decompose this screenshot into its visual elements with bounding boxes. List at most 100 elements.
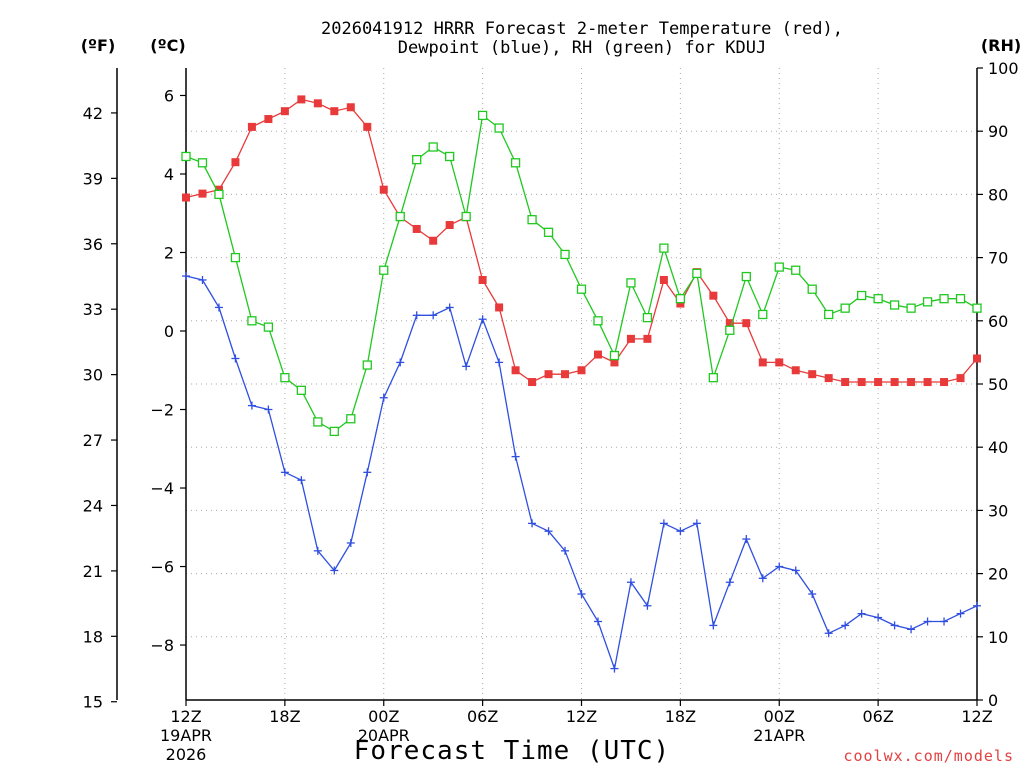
dewpoint-line: [185, 275, 978, 672]
fahrenheit-tick-label: 24: [83, 496, 103, 515]
fahrenheit-tick-label: 30: [83, 366, 103, 385]
dewpoint-point: [610, 664, 619, 673]
celsius-tick-label: 0: [164, 322, 174, 341]
dewpoint-point: [659, 519, 668, 528]
rh-point: [626, 278, 636, 288]
time-tick-label: 06Z: [862, 707, 893, 726]
rh-point: [329, 426, 339, 437]
rh-point: [840, 303, 850, 313]
dewpoint-point: [676, 527, 685, 536]
dewpoint-point: [478, 315, 487, 324]
rh-point: [428, 142, 438, 152]
dewpoint-point: [330, 566, 339, 575]
dewpoint-point: [544, 527, 553, 536]
rh-point: [856, 290, 867, 301]
rh-point: [675, 294, 686, 304]
temperature-point: [956, 374, 965, 383]
rh-point: [263, 322, 274, 332]
dewpoint-point: [824, 629, 833, 638]
celsius-tick-label: −6: [150, 558, 174, 577]
temperature-point: [874, 378, 883, 387]
rh-point: [889, 300, 900, 310]
rh-tick-label: 50: [988, 375, 1008, 394]
dewpoint-point: [264, 405, 273, 414]
rh-point: [642, 312, 653, 323]
dewpoint-point: [511, 452, 520, 461]
grid-lines: [186, 68, 977, 700]
temperature-point: [544, 370, 553, 379]
celsius-tick-label: 2: [164, 243, 174, 262]
rh-point: [445, 151, 455, 162]
rh-point: [692, 268, 702, 279]
dewpoint-point: [396, 358, 405, 367]
rh-point: [708, 373, 718, 383]
temperature-point: [346, 103, 355, 112]
celsius-tick-label: −4: [150, 479, 174, 498]
rh-point: [774, 262, 784, 272]
fahrenheit-tick-label: 15: [83, 693, 103, 712]
time-tick-label: 06Z: [467, 707, 498, 726]
dewpoint-point: [956, 609, 965, 618]
dewpoint-point: [775, 562, 784, 571]
dewpoint-point: [626, 578, 635, 587]
rh-point: [477, 110, 488, 121]
temperature-point: [363, 122, 372, 131]
dewpoint-point: [940, 617, 949, 626]
temperature-point: [709, 291, 718, 300]
unit-rh-label: (RH): [981, 36, 1021, 55]
x-axis-title: Forecast Time (UTC): [354, 736, 670, 766]
dewpoint-point: [808, 590, 817, 599]
temperature-point: [857, 378, 866, 387]
rh-point: [412, 154, 422, 165]
dewpoint-point: [973, 601, 981, 610]
temperature-point: [907, 378, 916, 387]
rh-point: [576, 284, 587, 294]
temperature-point: [593, 350, 602, 359]
temperature-point: [973, 354, 981, 363]
rh-point: [725, 325, 735, 335]
unit-fahrenheit-label: (ºF): [81, 36, 116, 55]
fahrenheit-tick-label: 33: [83, 300, 103, 319]
dewpoint-point: [907, 625, 916, 634]
rh-point: [247, 316, 257, 326]
celsius-tick-label: 6: [164, 86, 174, 105]
rh-point: [362, 360, 372, 370]
dewpoint-point: [709, 621, 718, 630]
time-tick-label: 12Z: [566, 707, 597, 726]
fahrenheit-tick-label: 21: [83, 562, 103, 581]
rh-tick-label: 60: [988, 312, 1008, 331]
rh-point: [494, 123, 504, 133]
temperature-point: [214, 185, 223, 194]
rh-tick-label: 80: [988, 185, 1008, 204]
rh-point: [906, 303, 916, 313]
dewpoint-point: [725, 578, 734, 587]
temperature-point: [445, 221, 454, 230]
time-tick-label: 00Z: [368, 707, 399, 726]
temperature-line: [185, 98, 978, 383]
temperature-point: [890, 378, 899, 387]
rh-tick-label: 100: [988, 59, 1019, 78]
rh-point: [214, 189, 224, 200]
temperature-point: [330, 107, 339, 116]
temperature-point: [264, 115, 273, 124]
temperature-point: [528, 378, 537, 387]
temperature-point: [725, 319, 734, 328]
rh-point: [560, 249, 570, 260]
rh-point: [922, 297, 933, 307]
dewpoint-point: [297, 476, 306, 485]
rh-point: [659, 243, 669, 253]
unit-celsius-label: (ºC): [150, 36, 185, 55]
temperature-point: [742, 319, 751, 328]
rh-point: [461, 211, 471, 222]
temperature-point: [379, 185, 388, 194]
date-tick-label: 19APR: [160, 726, 212, 745]
fahrenheit-tick-label: 39: [83, 169, 103, 188]
dewpoint-point: [841, 621, 850, 630]
rh-point: [972, 303, 982, 313]
rh-point: [346, 414, 356, 424]
dewpoint-point: [313, 546, 322, 555]
dewpoint-point: [214, 303, 223, 312]
credit-text: coolwx.com/models: [843, 747, 1014, 765]
dewpoint-point: [890, 621, 899, 630]
rh-point: [395, 211, 405, 222]
